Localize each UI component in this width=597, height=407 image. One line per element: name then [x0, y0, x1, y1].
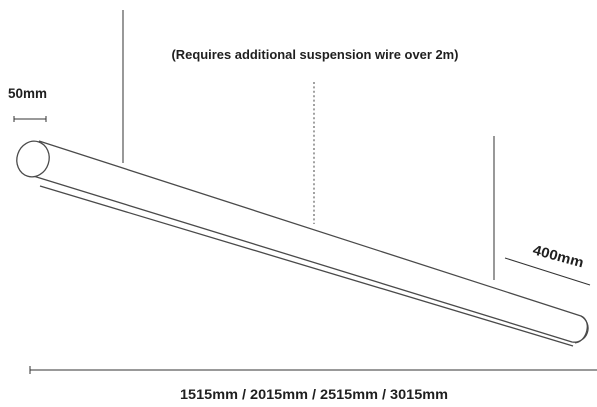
tube-outline [29, 140, 589, 343]
length-label: 1515mm / 2015mm / 2515mm / 3015mm [180, 386, 448, 402]
diameter-dimension [13, 116, 47, 122]
linear-tube [16, 140, 589, 347]
drop-dimension [504, 257, 591, 286]
tube-end-cap-right [574, 315, 588, 344]
tube-end-cap-left [16, 140, 50, 178]
note-label: (Requires additional suspension wire ove… [172, 48, 459, 62]
diameter-label: 50mm [8, 85, 47, 101]
tube-lower-edge [39, 185, 574, 347]
length-dimension [29, 366, 597, 374]
drop-label: 400mm [531, 241, 585, 270]
